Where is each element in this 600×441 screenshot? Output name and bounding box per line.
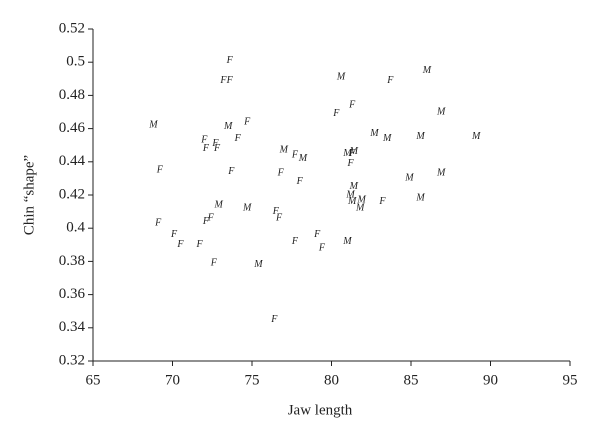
point-marker: F bbox=[378, 196, 386, 207]
point-marker: M bbox=[148, 120, 158, 131]
point-marker: M bbox=[382, 133, 392, 144]
point-marker: M bbox=[342, 236, 352, 247]
point-marker: F bbox=[154, 218, 162, 229]
point-marker: F bbox=[348, 148, 356, 159]
y-tick-label: 0.5 bbox=[66, 54, 85, 70]
point-marker: M bbox=[223, 121, 233, 132]
x-tick-label: 75 bbox=[245, 372, 260, 388]
y-tick-label: 0.34 bbox=[59, 319, 86, 335]
x-tick-label: 95 bbox=[563, 372, 578, 388]
point-marker: F bbox=[277, 168, 285, 179]
x-tick-label: 85 bbox=[404, 372, 419, 388]
point-marker: M bbox=[369, 128, 379, 139]
point-marker: F bbox=[213, 143, 221, 154]
x-tick-label: 65 bbox=[86, 372, 101, 388]
point-marker: M bbox=[342, 148, 352, 159]
point-marker: M bbox=[349, 146, 359, 157]
point-marker: F bbox=[226, 75, 234, 86]
point-marker: F bbox=[156, 164, 164, 175]
point-marker: M bbox=[436, 168, 446, 179]
point-marker: F bbox=[219, 75, 227, 86]
point-marker: M bbox=[298, 153, 308, 164]
y-tick-label: 0.4 bbox=[66, 220, 85, 236]
x-tick-label: 90 bbox=[483, 372, 498, 388]
y-tick-label: 0.46 bbox=[59, 120, 86, 136]
point-marker: M bbox=[415, 193, 425, 204]
point-marker: F bbox=[170, 229, 178, 240]
y-tick-label: 0.52 bbox=[59, 20, 85, 36]
point-marker: M bbox=[349, 181, 359, 192]
point-marker: M bbox=[279, 144, 289, 155]
point-marker: F bbox=[347, 158, 355, 169]
point-marker: F bbox=[291, 149, 299, 160]
point-marker: M bbox=[404, 173, 414, 184]
y-tick-label: 0.38 bbox=[59, 253, 85, 269]
y-axis-label: Chin “shape” bbox=[21, 155, 37, 235]
point-marker: F bbox=[275, 213, 283, 224]
point-marker: M bbox=[471, 131, 481, 142]
point-marker: F bbox=[210, 257, 218, 268]
y-tick-label: 0.36 bbox=[59, 286, 86, 302]
point-marker: M bbox=[213, 199, 223, 210]
point-marker: F bbox=[226, 55, 234, 66]
point-marker: F bbox=[202, 216, 210, 227]
point-marker: F bbox=[195, 239, 203, 250]
point-marker: F bbox=[207, 213, 215, 224]
point-marker: F bbox=[296, 176, 304, 187]
point-marker: M bbox=[336, 71, 346, 82]
point-marker: M bbox=[422, 65, 432, 76]
point-marker: M bbox=[355, 203, 365, 214]
x-tick-label: 70 bbox=[165, 372, 180, 388]
x-tick-label: 80 bbox=[324, 372, 339, 388]
x-axis-label: Jaw length bbox=[288, 402, 353, 418]
point-marker: F bbox=[227, 166, 235, 177]
point-marker: M bbox=[436, 106, 446, 117]
point-marker: F bbox=[270, 314, 278, 325]
point-marker: F bbox=[200, 135, 208, 146]
y-tick-label: 0.32 bbox=[59, 352, 85, 368]
point-marker: F bbox=[176, 239, 184, 250]
point-marker: F bbox=[332, 108, 340, 119]
point-marker: F bbox=[348, 100, 356, 111]
point-marker: M bbox=[345, 189, 355, 200]
point-marker: M bbox=[357, 194, 367, 205]
point-marker: F bbox=[386, 75, 394, 86]
point-marker: F bbox=[243, 116, 251, 127]
point-marker: F bbox=[291, 236, 299, 247]
point-marker: F bbox=[272, 206, 280, 217]
point-marker: F bbox=[313, 229, 321, 240]
point-marker: M bbox=[415, 131, 425, 142]
y-tick-label: 0.42 bbox=[59, 186, 85, 202]
point-marker: M bbox=[347, 196, 357, 207]
point-marker: F bbox=[318, 242, 326, 253]
point-marker: F bbox=[234, 133, 242, 144]
y-tick-label: 0.48 bbox=[59, 87, 85, 103]
point-marker: M bbox=[253, 259, 263, 270]
y-tick-label: 0.44 bbox=[59, 153, 86, 169]
point-marker: F bbox=[211, 138, 219, 149]
point-marker: M bbox=[242, 203, 252, 214]
point-marker: F bbox=[202, 143, 210, 154]
